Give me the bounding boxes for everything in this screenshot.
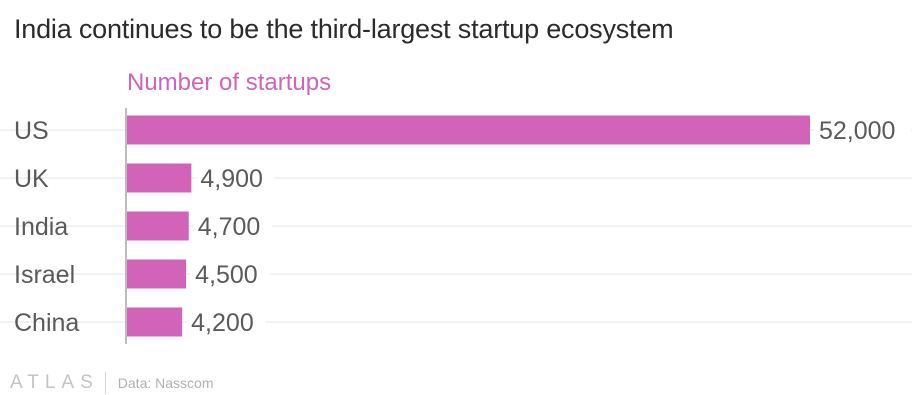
value-label-background: [196, 163, 275, 193]
footer-divider: [104, 371, 106, 394]
value-label-background: [815, 115, 911, 145]
bar-india: [127, 211, 189, 241]
data-source: Data: Nasscom: [117, 374, 214, 391]
value-label-background: [191, 259, 270, 289]
chart-title: India continues to be the third-largest …: [14, 14, 674, 44]
bar-china: [127, 307, 183, 337]
footer: ATLAS Data: Nasscom: [10, 370, 213, 395]
value-label-uk: 4,900: [200, 165, 263, 193]
value-label-israel: 4,500: [195, 261, 258, 289]
value-label-india: 4,700: [198, 213, 261, 241]
category-label-us: US: [14, 117, 49, 145]
atlas-logo: ATLAS: [10, 371, 99, 393]
category-label-india: India: [14, 213, 68, 241]
category-label-uk: UK: [14, 165, 49, 193]
bar-israel: [127, 259, 187, 289]
value-label-us: 52,000: [819, 117, 895, 145]
value-labels: 52,000 4,900 4,700 4,500 4,200: [187, 115, 911, 337]
category-labels: US UK India Israel China: [14, 117, 79, 337]
bar-us: [127, 115, 810, 145]
value-label-china: 4,200: [191, 309, 254, 337]
category-label-china: China: [14, 309, 79, 337]
series-label: Number of startups: [127, 69, 331, 96]
bar-uk: [127, 163, 192, 193]
bar-chart: Number of startups USUKIndiaIsraelChina …: [0, 69, 912, 344]
bars: [127, 115, 810, 337]
value-label-background: [193, 211, 272, 241]
category-label-israel: Israel: [14, 261, 75, 289]
value-label-background: [187, 307, 266, 337]
